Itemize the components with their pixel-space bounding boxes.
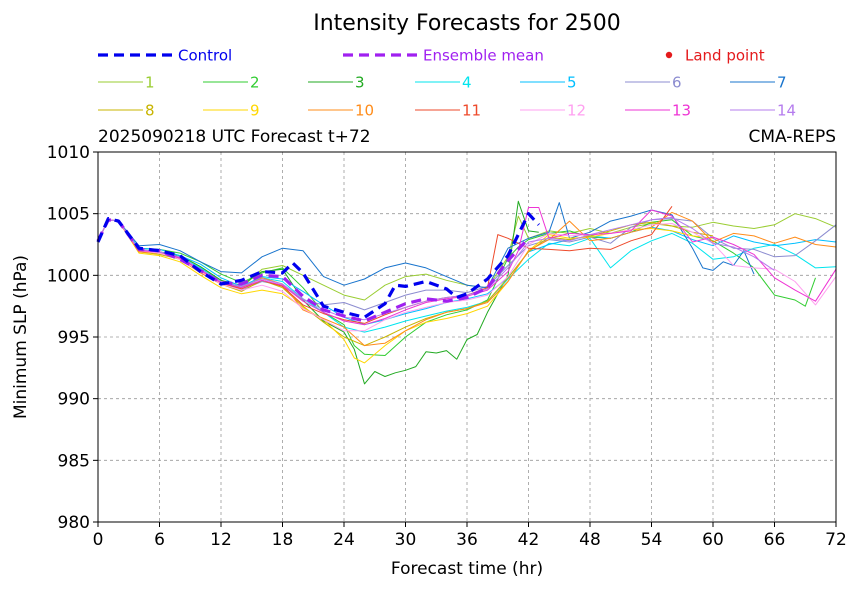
y-tick-label: 990 (58, 390, 90, 410)
legend-label-m9: 9 (250, 102, 260, 120)
series-line-m4 (97, 219, 837, 333)
x-tick-label: 48 (579, 530, 601, 550)
series-line-m5 (97, 219, 837, 326)
x-tick-label: 36 (456, 530, 478, 550)
land-point-marker (665, 51, 673, 59)
legend-label-m7: 7 (777, 74, 787, 92)
y-axis-label: Minimum SLP (hPa) (11, 255, 31, 419)
x-tick-label: 60 (702, 530, 724, 550)
chart-title: Intensity Forecasts for 2500 (313, 11, 621, 36)
legend-label-m4: 4 (462, 74, 472, 92)
x-tick-label: 18 (272, 530, 294, 550)
legend-label-control: Control (178, 47, 232, 65)
y-tick-label: 980 (58, 513, 90, 533)
legend-label-m14: 14 (777, 102, 796, 120)
x-tick-label: 12 (210, 530, 232, 550)
legend-label-m3: 3 (355, 74, 365, 92)
y-tick-label: 985 (58, 451, 90, 471)
forecast-info: 2025090218 UTC Forecast t+72 (98, 127, 371, 147)
legend-label-mean: Ensemble mean (423, 47, 544, 65)
series-line-m7 (97, 202, 755, 289)
y-tick-label: 1005 (47, 205, 90, 225)
x-tick-label: 0 (93, 530, 104, 550)
y-tick-label: 1010 (47, 143, 90, 163)
series-line-m2 (97, 219, 816, 356)
legend-label-m6: 6 (672, 74, 682, 92)
legend-label-m11: 11 (462, 102, 481, 120)
x-tick-label: 24 (333, 530, 355, 550)
legend-label-m5: 5 (567, 74, 577, 92)
legend-label-m12: 12 (567, 102, 586, 120)
y-tick-label: 1000 (47, 266, 90, 286)
grid (98, 152, 836, 522)
legend-label-m10: 10 (355, 102, 374, 120)
x-axis-label: Forecast time (hr) (391, 559, 543, 579)
series-line-m9 (97, 219, 714, 364)
axes: 0 6 12 18 24 30 36 42 48 54 60 66 72 980 985 990 995 1000… (47, 143, 847, 550)
x-tick-label: 66 (764, 530, 786, 550)
series-layer (96, 200, 837, 385)
series-line-control (96, 212, 540, 319)
legend-label-m8: 8 (145, 102, 155, 120)
legend-label-m2: 2 (250, 74, 260, 92)
legend-label-land-point: Land point (685, 47, 765, 65)
x-tick-label: 54 (641, 530, 663, 550)
model-name: CMA-REPS (748, 127, 836, 147)
series-line-m10 (97, 211, 837, 347)
x-tick-label: 30 (395, 530, 417, 550)
x-tick-label: 42 (518, 530, 540, 550)
x-tick-label: 6 (154, 530, 165, 550)
y-tick-label: 995 (58, 328, 90, 348)
x-tick-label: 72 (825, 530, 847, 550)
legend-label-m13: 13 (672, 102, 691, 120)
legend-label-m1: 1 (145, 74, 155, 92)
